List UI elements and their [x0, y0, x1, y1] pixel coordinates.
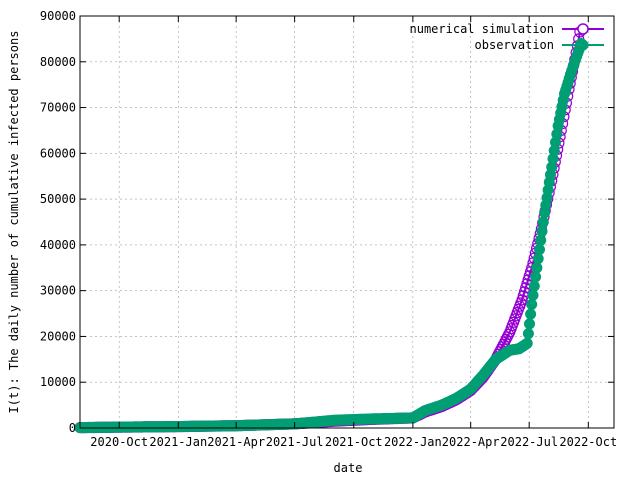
data-point [532, 253, 544, 265]
y-tick-label: 20000 [40, 329, 76, 343]
x-tick-label: 2021-Jan [149, 435, 207, 449]
series-line [80, 31, 581, 429]
x-tick-label: 2022-Apr [442, 435, 500, 449]
x-tick-label: 2021-Jul [266, 435, 324, 449]
x-tick-label: 2022-Jan [384, 435, 442, 449]
y-tick-label: 70000 [40, 101, 76, 115]
series-line [80, 43, 583, 429]
grid-lines [80, 15, 614, 429]
data-point [521, 337, 533, 349]
y-axis-label: I(t): The daily number of cumulative inf… [7, 31, 21, 414]
y-tick-label: 0 [69, 421, 76, 435]
data-point [536, 225, 548, 237]
y-tick-label: 90000 [40, 9, 76, 23]
data-point [526, 298, 538, 310]
data-point [522, 328, 534, 340]
series-simulation [74, 26, 586, 434]
y-tick-label: 60000 [40, 146, 76, 160]
y-tick-label: 40000 [40, 238, 76, 252]
y-tick-label: 80000 [40, 55, 76, 69]
legend-swatch-marker [577, 39, 589, 51]
data-point [531, 262, 543, 274]
x-tick-label: 2022-Oct [559, 435, 617, 449]
y-tick-label: 50000 [40, 192, 76, 206]
y-tick-label: 10000 [40, 375, 76, 389]
y-tick-label: 30000 [40, 284, 76, 298]
series-observation [74, 38, 587, 434]
data-point [528, 280, 540, 292]
legend: numerical simulation observation [410, 22, 604, 52]
x-tick-label: 2021-Oct [325, 435, 383, 449]
plot-border [79, 15, 615, 429]
x-axis-label: date [334, 461, 363, 475]
data-point [524, 318, 535, 330]
data-point [527, 289, 539, 301]
data-point [537, 216, 549, 228]
data-point [535, 234, 547, 246]
legend-label-simulation: numerical simulation [410, 22, 555, 36]
series-layer [74, 26, 587, 434]
x-tick-label: 2022-Jul [500, 435, 558, 449]
data-point [530, 271, 542, 283]
x-tick-label: 2020-Oct [90, 435, 148, 449]
legend-swatch-marker [577, 23, 589, 35]
data-point [525, 308, 537, 320]
x-tick-label: 2021-Apr [207, 435, 265, 449]
axis-ticks: 0 10000 20000 30000 40000 50000 60000 70000 8000… [40, 9, 617, 449]
legend-label-observation: observation [475, 38, 554, 52]
data-point [534, 244, 545, 255]
